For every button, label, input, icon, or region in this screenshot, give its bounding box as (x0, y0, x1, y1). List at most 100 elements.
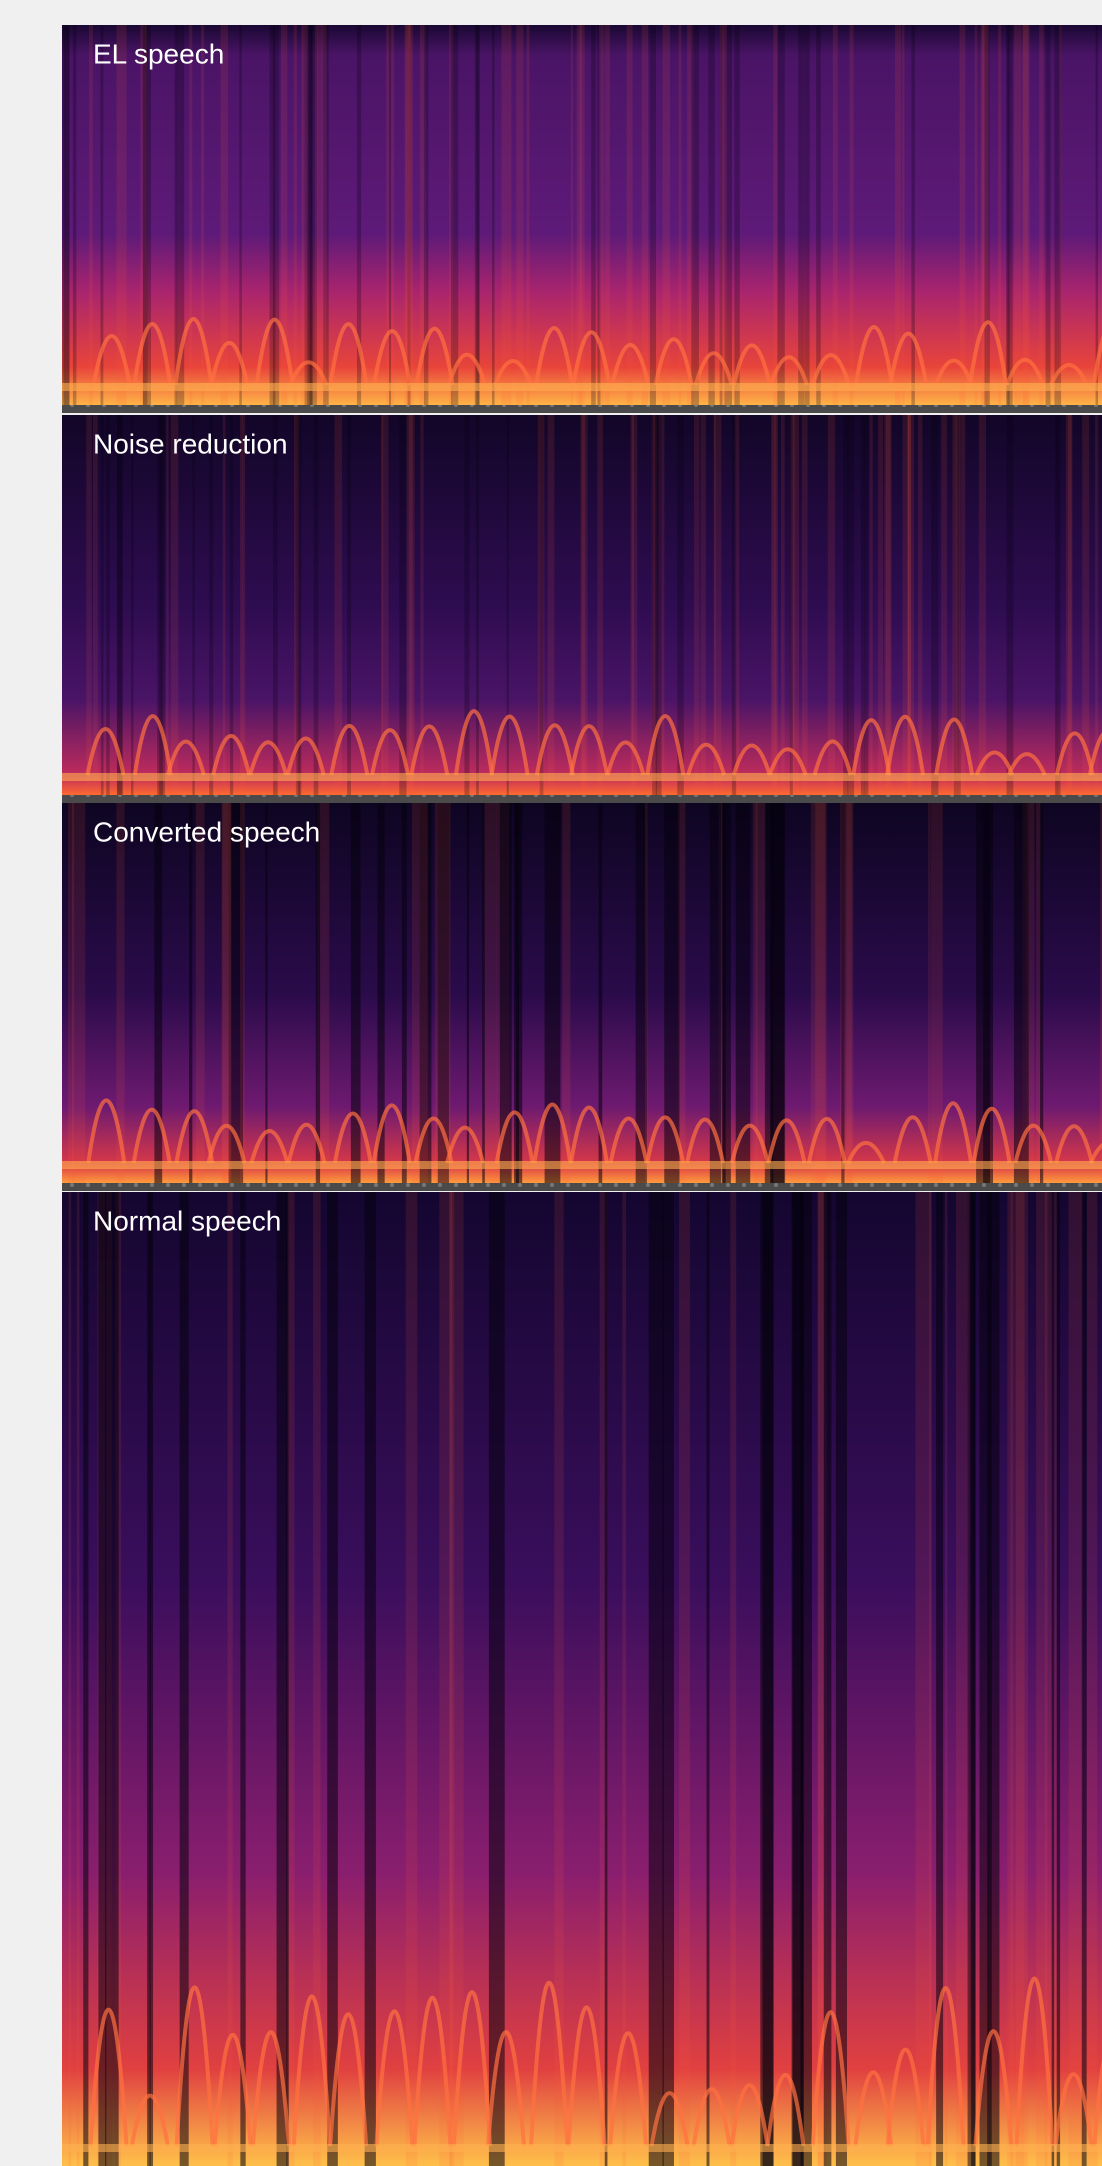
texture (631, 415, 634, 795)
texture (62, 1161, 1102, 1169)
texture (656, 415, 662, 795)
texture (911, 25, 914, 405)
texture (1052, 1192, 1055, 2166)
texture (1014, 803, 1029, 1183)
texture (273, 415, 278, 795)
texture (273, 25, 279, 405)
texture (816, 25, 821, 405)
texture (240, 415, 242, 795)
texture (239, 25, 241, 405)
texture (77, 1192, 80, 2166)
texture (1007, 415, 1014, 795)
texture (351, 803, 361, 1183)
texture (150, 1192, 153, 2166)
texture (790, 415, 794, 795)
texture (301, 25, 308, 405)
texture (622, 1192, 626, 2166)
texture (240, 803, 245, 1183)
texture (971, 1192, 975, 2166)
texture (849, 25, 853, 405)
texture (605, 25, 610, 405)
texture (605, 1192, 608, 2166)
texture (1057, 415, 1061, 795)
texture (679, 1192, 690, 2166)
texture (86, 415, 91, 795)
separator (62, 1183, 1102, 1191)
texture (76, 803, 86, 1183)
texture (902, 25, 905, 405)
texture (843, 415, 848, 795)
texture (979, 415, 986, 795)
texture (527, 25, 530, 405)
texture (316, 803, 320, 1183)
texture (870, 415, 873, 795)
texture (833, 25, 838, 405)
texture (106, 415, 109, 795)
texture (545, 803, 561, 1183)
texture (732, 415, 736, 795)
texture (1082, 1192, 1087, 2166)
texture (714, 415, 721, 795)
texture (64, 25, 70, 405)
texture (649, 1192, 664, 2166)
texture (62, 773, 1102, 781)
texture (192, 415, 194, 795)
texture (464, 415, 469, 795)
texture (227, 1192, 232, 2166)
texture (399, 415, 406, 795)
texture (1014, 25, 1021, 405)
texture (694, 415, 699, 795)
texture (69, 1192, 72, 2166)
spectrogram-panel: Normal speech (62, 1192, 1102, 2166)
texture (298, 415, 300, 795)
texture (502, 25, 508, 405)
texture (760, 1192, 773, 2166)
texture (908, 415, 911, 795)
panel-label: Normal speech (93, 1205, 281, 1236)
texture (701, 415, 706, 795)
texture (68, 803, 74, 1183)
texture (482, 803, 485, 1183)
texture (449, 1192, 464, 2166)
texture (828, 415, 835, 795)
texture (101, 415, 104, 795)
texture (475, 25, 479, 405)
texture (62, 383, 1102, 391)
texture (294, 25, 297, 405)
texture (166, 415, 168, 795)
texture (945, 1192, 948, 2166)
texture (781, 415, 785, 795)
panel-label: Converted speech (93, 816, 320, 847)
texture (707, 1192, 710, 2166)
texture (1087, 1192, 1097, 2166)
texture (1023, 25, 1030, 405)
texture (131, 415, 133, 795)
texture (484, 803, 497, 1183)
texture (409, 415, 415, 795)
texture (777, 25, 784, 405)
texture (73, 25, 76, 405)
texture (730, 1192, 736, 2166)
texture (451, 25, 458, 405)
texture (171, 415, 179, 795)
texture (516, 803, 522, 1183)
texture (571, 25, 573, 405)
texture (406, 1192, 418, 2166)
texture (507, 415, 509, 795)
texture (406, 25, 410, 405)
panel-label: EL speech (93, 38, 224, 69)
texture (931, 415, 938, 795)
texture (983, 803, 993, 1183)
texture (240, 1192, 245, 2166)
texture (836, 1192, 847, 2166)
texture (315, 25, 320, 405)
texture (663, 1192, 674, 2166)
texture (467, 803, 469, 1183)
texture (928, 803, 930, 1183)
texture (327, 1192, 338, 2166)
panels: EL speechNoise reductionConverted speech… (62, 25, 1102, 2166)
texture (722, 803, 726, 1183)
separator (62, 795, 1102, 803)
texture (1082, 415, 1089, 795)
texture (1096, 25, 1098, 405)
